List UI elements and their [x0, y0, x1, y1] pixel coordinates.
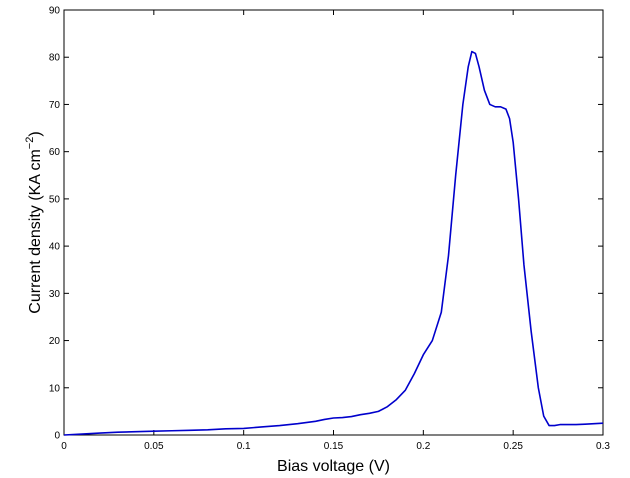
y-tick-label: 80: [49, 53, 61, 64]
y-tick-label: 10: [49, 383, 61, 394]
y-tick-label: 30: [49, 289, 61, 300]
y-tick-label: 40: [49, 242, 61, 253]
y-tick-label: 90: [49, 6, 61, 17]
x-tick-label: 0: [61, 441, 67, 452]
y-tick-label: 50: [49, 194, 61, 205]
x-tick-label: 0.05: [144, 441, 164, 452]
x-tick-label: 0.2: [416, 441, 430, 452]
y-axis-label-exponent: −2: [24, 137, 36, 150]
x-tick-label: 0.25: [503, 441, 523, 452]
plot-area: [63, 9, 604, 436]
tick-labels: 0 0.05 0.1 0.15 0.2 0.25 0.3 0 10 20 30 40 50 60 70 80 9…: [49, 6, 611, 453]
series-line: [63, 50, 604, 436]
y-tick-label: 0: [54, 431, 60, 442]
x-axis-label: Bias voltage (V): [277, 458, 390, 475]
y-tick-label: 20: [49, 336, 61, 347]
y-axis-label-main: Current density (KA cm: [27, 149, 44, 314]
y-axis-label: Current density (KA cm−2): [24, 131, 44, 313]
y-tick-label: 60: [49, 147, 61, 158]
x-tick-label: 0.3: [596, 441, 610, 452]
ticks: [63, 9, 604, 436]
y-axis-label-close: ): [27, 131, 44, 136]
x-tick-label: 0.1: [237, 441, 251, 452]
x-tick-label: 0.15: [324, 441, 344, 452]
y-tick-label: 70: [49, 100, 61, 111]
